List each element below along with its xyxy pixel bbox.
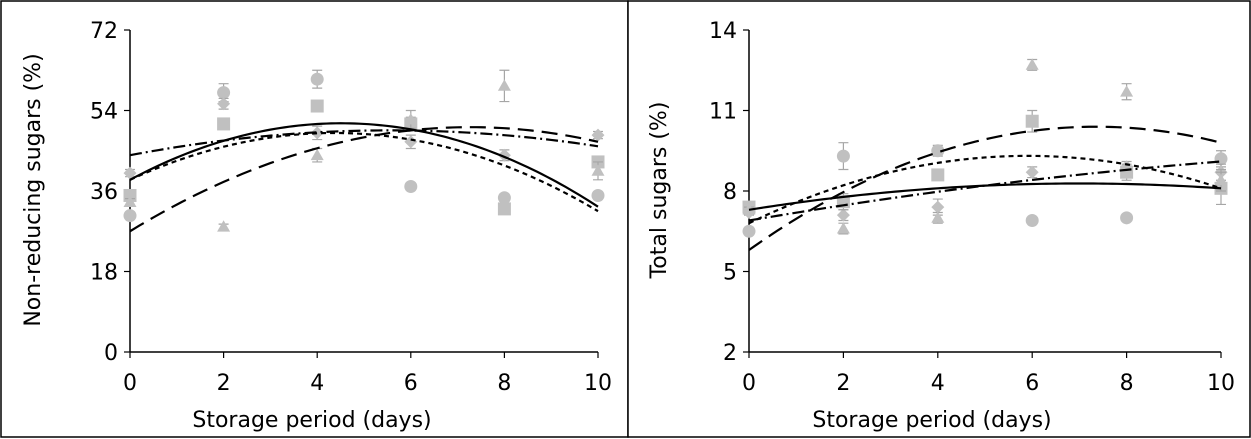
y-tick-label: 54 [90, 100, 118, 125]
data-point-diamond [310, 126, 324, 140]
data-point-triangle [123, 195, 137, 208]
data-point-circle [217, 86, 231, 100]
trend-line-solid [748, 182, 1222, 211]
x-tick-label: 0 [742, 371, 756, 396]
data-point-circle [931, 144, 945, 158]
x-tick-label: 2 [217, 371, 231, 396]
data-point-triangle [591, 164, 605, 176]
y-tick-label: 2 [723, 341, 737, 366]
data-point-diamond [931, 200, 945, 214]
data-point-triangle [1025, 58, 1039, 70]
data-point-triangle [1214, 173, 1228, 186]
y-axis-title: Total sugars (%) [647, 102, 672, 280]
y-tick-label: 5 [723, 261, 737, 286]
trend-line-short-dash [748, 154, 1222, 225]
data-point-circle [1120, 211, 1134, 225]
data-point-triangle [217, 220, 231, 232]
y-tick-label: 36 [90, 180, 118, 205]
y-tick-label: 11 [709, 100, 737, 125]
data-point-square [497, 202, 511, 216]
y-tick-label: 8 [723, 180, 737, 205]
data-point-circle [1214, 152, 1228, 166]
trend-line-solid [129, 122, 599, 208]
data-point-circle [310, 72, 324, 86]
data-point-diamond [836, 208, 850, 222]
data-point-triangle [931, 211, 945, 223]
data-point-square [1120, 165, 1134, 179]
data-point-triangle [836, 222, 850, 234]
data-point-diamond [404, 135, 418, 149]
data-point-square [217, 117, 231, 131]
trend-line-dash-dot [748, 160, 1222, 222]
data-point-diamond [217, 97, 231, 111]
x-axis-title: Storage period (days) [192, 408, 431, 433]
data-point-circle [836, 149, 850, 163]
x-tick-label: 8 [1120, 371, 1134, 396]
data-point-square [1025, 114, 1039, 128]
x-tick-label: 4 [310, 371, 324, 396]
x-tick-label: 6 [404, 371, 418, 396]
data-point-circle [404, 180, 418, 194]
data-point-diamond [1025, 165, 1039, 179]
y-tick-label: 18 [90, 261, 118, 286]
data-point-triangle [404, 112, 418, 125]
data-point-triangle [497, 79, 511, 91]
trend-line-short-dash [129, 131, 599, 213]
data-point-diamond [123, 166, 137, 180]
data-point-diamond [591, 128, 605, 142]
y-tick-label: 72 [90, 19, 118, 44]
chart-panel-non-reducing-sugars: 0 18 36 54 72 0 2 4 6 8 10 Non-reducing sugars (%)… [0, 0, 629, 438]
data-point-circle [742, 224, 756, 238]
y-axis-title: Non-reducing sugars (%) [21, 53, 46, 326]
x-tick-label: 8 [497, 371, 511, 396]
trend-line-dash-dot [129, 129, 599, 157]
data-point-square [931, 168, 945, 182]
x-tick-label: 2 [836, 371, 850, 396]
data-point-circle [123, 209, 137, 223]
x-tick-label: 0 [123, 371, 137, 396]
y-tick-label: 0 [104, 341, 118, 366]
data-point-square [310, 99, 324, 113]
data-point-circle [1025, 214, 1039, 228]
data-point-circle [497, 191, 511, 205]
data-point-triangle [310, 148, 324, 161]
data-point-triangle [1120, 85, 1134, 97]
x-tick-label: 10 [584, 371, 612, 396]
x-tick-label: 10 [1207, 371, 1235, 396]
trend-line-long-dash [129, 126, 599, 233]
x-axis-title: Storage period (days) [812, 408, 1051, 433]
trend-line-long-dash [748, 125, 1222, 251]
x-tick-label: 6 [1025, 371, 1039, 396]
plot-area: 0 18 36 54 72 0 2 4 6 8 10 [90, 19, 612, 396]
y-tick-label: 14 [709, 19, 737, 44]
x-tick-label: 4 [931, 371, 945, 396]
data-point-circle [591, 188, 605, 202]
